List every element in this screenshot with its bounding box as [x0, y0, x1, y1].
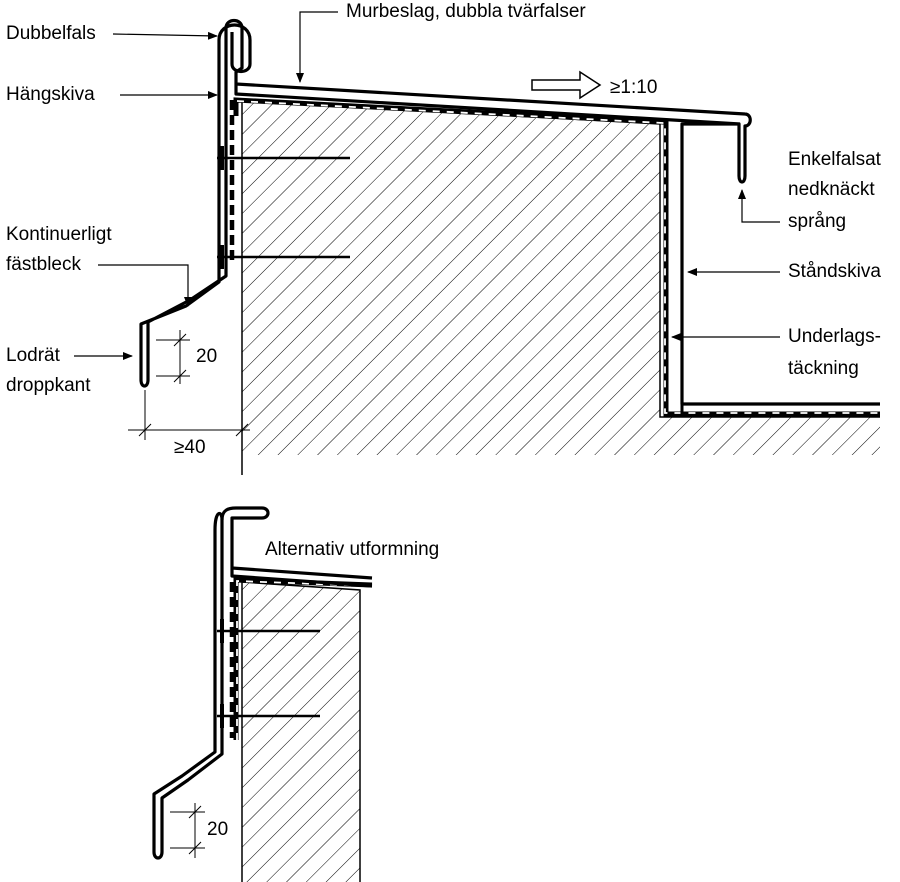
dim40-tick2: [235, 423, 249, 437]
label-enkelfalsat-3: språng: [788, 211, 847, 232]
label-lodrat-1: Lodrät: [6, 345, 60, 366]
label-hangskiva: Hängskiva: [6, 84, 95, 105]
dim20-tick2-top: [173, 369, 187, 383]
leader-murbeslag: [296, 11, 338, 83]
label-murbeslag: Murbeslag, dubbla tvärfalser: [346, 1, 586, 22]
label-enkelfalsat-1: Enkelfalsat: [788, 149, 881, 170]
dim20-tick1-bottom: [188, 805, 202, 819]
label-underlags-1: Underlags-: [788, 326, 881, 347]
coping-profile-bottom: [152, 506, 373, 852]
dim40-tick1: [138, 423, 152, 437]
label-kontinuerligt-2: fästbleck: [6, 254, 81, 275]
label-kontinuerligt-1: Kontinuerligt: [6, 224, 112, 245]
label-dim-20-top: 20: [196, 346, 218, 367]
slope-arrow: [531, 70, 602, 100]
label-underlags-2: täckning: [788, 358, 859, 379]
drip-end-top: [139, 379, 150, 388]
label-slope: ≥1:10: [610, 77, 658, 98]
underlay-dash-top: [236, 100, 880, 414]
label-alternativ: Alternativ utformning: [265, 539, 440, 560]
drip-end-bottom: [152, 851, 164, 860]
dim20-tick2-bottom: [188, 841, 202, 855]
leader-enkelfalsat: [738, 189, 780, 223]
label-dim-40: ≥40: [174, 437, 206, 458]
masonry-outline-bottom: [241, 581, 361, 882]
masonry-hatch-top: [242, 101, 880, 455]
masonry-hatch-bottom: [242, 582, 360, 882]
spring-end: [737, 175, 747, 184]
label-dim-20-bottom: 20: [207, 819, 229, 840]
label-enkelfalsat-2: nedknäckt: [788, 179, 875, 200]
leader-kontinuerligt: [98, 264, 192, 307]
coping-profile-top: [139, 18, 880, 406]
underlay-top: [233, 97, 880, 417]
dim20-tick1-top: [173, 333, 187, 347]
label-dubbelfals: Dubbelfals: [6, 23, 96, 44]
underlay-dash-bottom: [236, 580, 373, 740]
label-lodrat-2: droppkant: [6, 375, 91, 396]
label-standskiva: Ståndskiva: [788, 261, 881, 282]
fold-end-bottom: [213, 511, 224, 531]
double-fold: [217, 23, 252, 74]
leader-dubbelfals: [112, 31, 218, 40]
